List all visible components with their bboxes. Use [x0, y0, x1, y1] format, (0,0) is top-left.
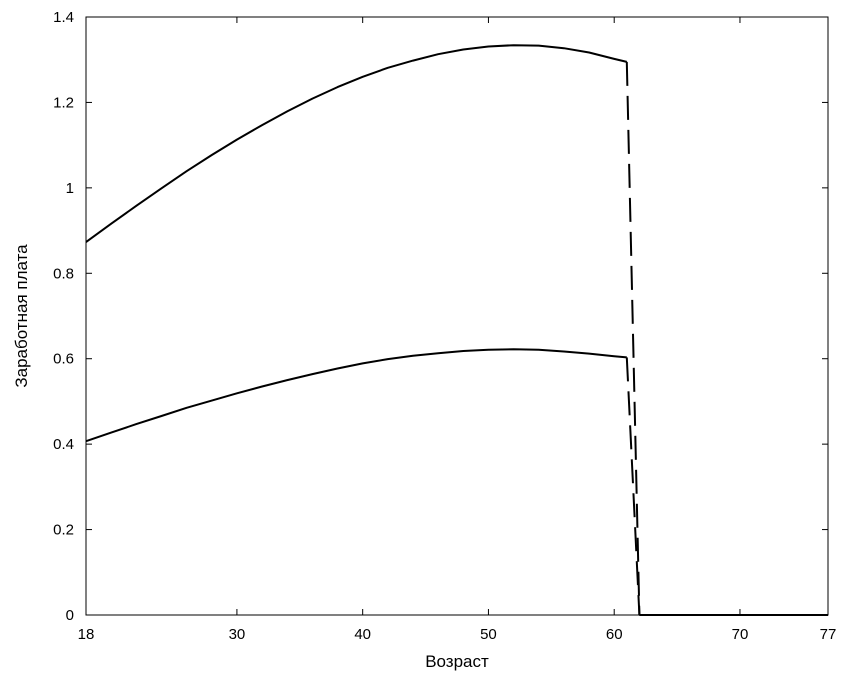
plot-frame	[85, 16, 829, 616]
series-2-line	[85, 348, 627, 443]
y-tick-label: 0.8	[53, 265, 74, 282]
x-tick-label: 60	[606, 626, 623, 643]
y-tick-label: 0.4	[53, 436, 74, 453]
x-tick-label: 50	[480, 626, 497, 643]
y-tick-label: 0	[66, 607, 74, 624]
series-layer	[85, 44, 828, 616]
x-tick-label: 77	[820, 626, 837, 643]
y-tick-labels: 0 0.2 0.4 0.6 0.8 1 1.2 1.4	[53, 9, 74, 624]
y-tick-label: 1	[66, 180, 74, 197]
y-tick-label: 1.4	[53, 9, 74, 26]
x-axis-title: Возраст	[425, 652, 489, 671]
x-tick-labels: 18 30 40 50 60 70 77	[78, 626, 837, 643]
x-tick-label: 70	[732, 626, 749, 643]
axis-ticks	[85, 16, 829, 616]
x-tick-label: 40	[354, 626, 371, 643]
x-tick-label: 30	[229, 626, 246, 643]
series-2-drop	[625, 357, 641, 616]
series-1-line	[85, 44, 628, 243]
y-tick-label: 0.2	[53, 522, 74, 539]
y-axis-title: Заработная плата	[12, 244, 31, 388]
y-tick-label: 0.6	[53, 351, 74, 368]
x-tick-label: 18	[78, 626, 95, 643]
series-1-drop	[625, 61, 641, 616]
y-tick-label: 1.2	[53, 94, 74, 111]
